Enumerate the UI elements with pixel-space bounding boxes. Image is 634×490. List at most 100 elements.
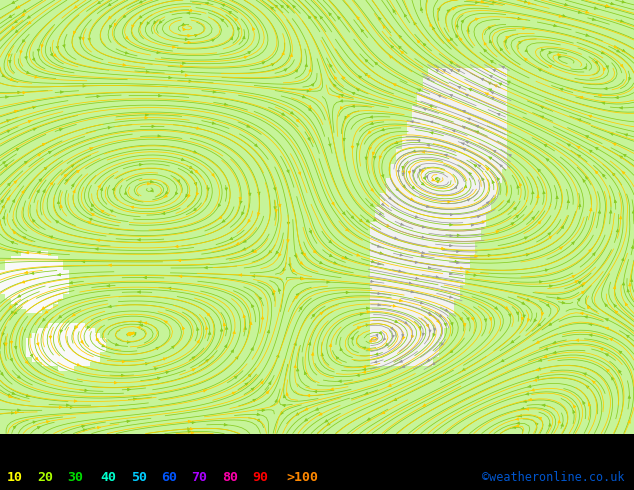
FancyArrowPatch shape xyxy=(465,141,469,144)
FancyArrowPatch shape xyxy=(321,353,323,356)
FancyArrowPatch shape xyxy=(402,334,404,337)
FancyArrowPatch shape xyxy=(538,169,541,171)
FancyArrowPatch shape xyxy=(357,144,359,146)
FancyArrowPatch shape xyxy=(303,253,306,256)
FancyArrowPatch shape xyxy=(20,50,22,53)
FancyArrowPatch shape xyxy=(49,236,53,238)
FancyArrowPatch shape xyxy=(8,394,11,396)
FancyArrowPatch shape xyxy=(1,200,3,202)
FancyArrowPatch shape xyxy=(427,205,429,208)
FancyArrowPatch shape xyxy=(578,11,581,13)
FancyArrowPatch shape xyxy=(393,84,396,86)
FancyArrowPatch shape xyxy=(127,420,130,422)
FancyArrowPatch shape xyxy=(524,237,527,239)
FancyArrowPatch shape xyxy=(302,96,306,98)
FancyArrowPatch shape xyxy=(60,205,63,208)
FancyArrowPatch shape xyxy=(83,429,87,431)
FancyArrowPatch shape xyxy=(15,110,18,113)
FancyArrowPatch shape xyxy=(605,354,609,356)
FancyArrowPatch shape xyxy=(74,400,77,402)
FancyArrowPatch shape xyxy=(11,311,14,314)
FancyArrowPatch shape xyxy=(329,344,332,347)
FancyArrowPatch shape xyxy=(139,16,142,18)
FancyArrowPatch shape xyxy=(365,392,368,394)
FancyArrowPatch shape xyxy=(422,251,425,254)
FancyArrowPatch shape xyxy=(287,222,290,225)
FancyArrowPatch shape xyxy=(13,231,16,234)
FancyArrowPatch shape xyxy=(238,27,240,30)
FancyArrowPatch shape xyxy=(207,188,209,191)
FancyArrowPatch shape xyxy=(463,148,465,150)
FancyArrowPatch shape xyxy=(340,95,343,97)
FancyArrowPatch shape xyxy=(580,312,583,315)
FancyArrowPatch shape xyxy=(137,291,140,294)
FancyArrowPatch shape xyxy=(330,64,332,67)
FancyArrowPatch shape xyxy=(474,274,477,276)
FancyArrowPatch shape xyxy=(243,315,245,318)
FancyArrowPatch shape xyxy=(455,260,458,263)
FancyArrowPatch shape xyxy=(172,46,175,48)
FancyArrowPatch shape xyxy=(333,84,336,87)
FancyArrowPatch shape xyxy=(30,354,33,357)
FancyArrowPatch shape xyxy=(549,236,552,239)
FancyArrowPatch shape xyxy=(411,291,413,293)
FancyArrowPatch shape xyxy=(294,365,297,368)
FancyArrowPatch shape xyxy=(283,395,286,398)
FancyArrowPatch shape xyxy=(525,49,527,52)
FancyArrowPatch shape xyxy=(122,361,125,363)
FancyArrowPatch shape xyxy=(538,69,541,71)
FancyArrowPatch shape xyxy=(544,145,547,147)
FancyArrowPatch shape xyxy=(548,233,550,235)
FancyArrowPatch shape xyxy=(13,426,16,429)
FancyArrowPatch shape xyxy=(365,74,368,76)
FancyArrowPatch shape xyxy=(403,171,405,173)
FancyArrowPatch shape xyxy=(439,315,442,317)
FancyArrowPatch shape xyxy=(422,236,425,238)
FancyArrowPatch shape xyxy=(453,130,455,132)
FancyArrowPatch shape xyxy=(29,121,31,123)
FancyArrowPatch shape xyxy=(541,49,544,51)
FancyArrowPatch shape xyxy=(432,363,435,365)
FancyArrowPatch shape xyxy=(197,127,200,129)
FancyArrowPatch shape xyxy=(261,317,264,319)
FancyArrowPatch shape xyxy=(15,30,18,33)
FancyArrowPatch shape xyxy=(190,166,192,169)
FancyArrowPatch shape xyxy=(393,305,396,307)
FancyArrowPatch shape xyxy=(423,404,426,406)
FancyArrowPatch shape xyxy=(524,0,528,3)
FancyArrowPatch shape xyxy=(491,98,494,99)
FancyArrowPatch shape xyxy=(478,165,481,167)
FancyArrowPatch shape xyxy=(183,62,186,64)
FancyArrowPatch shape xyxy=(123,64,126,66)
FancyArrowPatch shape xyxy=(313,250,316,253)
FancyArrowPatch shape xyxy=(444,154,448,156)
FancyArrowPatch shape xyxy=(320,262,323,264)
FancyArrowPatch shape xyxy=(139,0,142,3)
FancyArrowPatch shape xyxy=(183,28,186,30)
FancyArrowPatch shape xyxy=(18,91,21,94)
FancyArrowPatch shape xyxy=(526,254,529,256)
FancyArrowPatch shape xyxy=(527,318,530,321)
FancyArrowPatch shape xyxy=(493,69,496,72)
FancyArrowPatch shape xyxy=(133,333,136,335)
FancyArrowPatch shape xyxy=(204,390,206,392)
FancyArrowPatch shape xyxy=(59,128,63,131)
FancyArrowPatch shape xyxy=(15,346,17,349)
FancyArrowPatch shape xyxy=(320,16,323,19)
FancyArrowPatch shape xyxy=(307,138,310,140)
FancyArrowPatch shape xyxy=(36,357,39,361)
FancyArrowPatch shape xyxy=(283,404,285,407)
Text: 40: 40 xyxy=(100,471,116,484)
FancyArrowPatch shape xyxy=(90,208,93,211)
FancyArrowPatch shape xyxy=(9,306,12,309)
FancyArrowPatch shape xyxy=(79,37,81,40)
FancyArrowPatch shape xyxy=(236,243,239,245)
FancyArrowPatch shape xyxy=(38,153,41,156)
FancyArrowPatch shape xyxy=(476,18,478,21)
FancyArrowPatch shape xyxy=(271,7,273,10)
FancyArrowPatch shape xyxy=(311,83,314,86)
FancyArrowPatch shape xyxy=(561,226,564,229)
FancyArrowPatch shape xyxy=(524,58,527,61)
FancyArrowPatch shape xyxy=(294,343,296,345)
FancyArrowPatch shape xyxy=(154,21,156,24)
